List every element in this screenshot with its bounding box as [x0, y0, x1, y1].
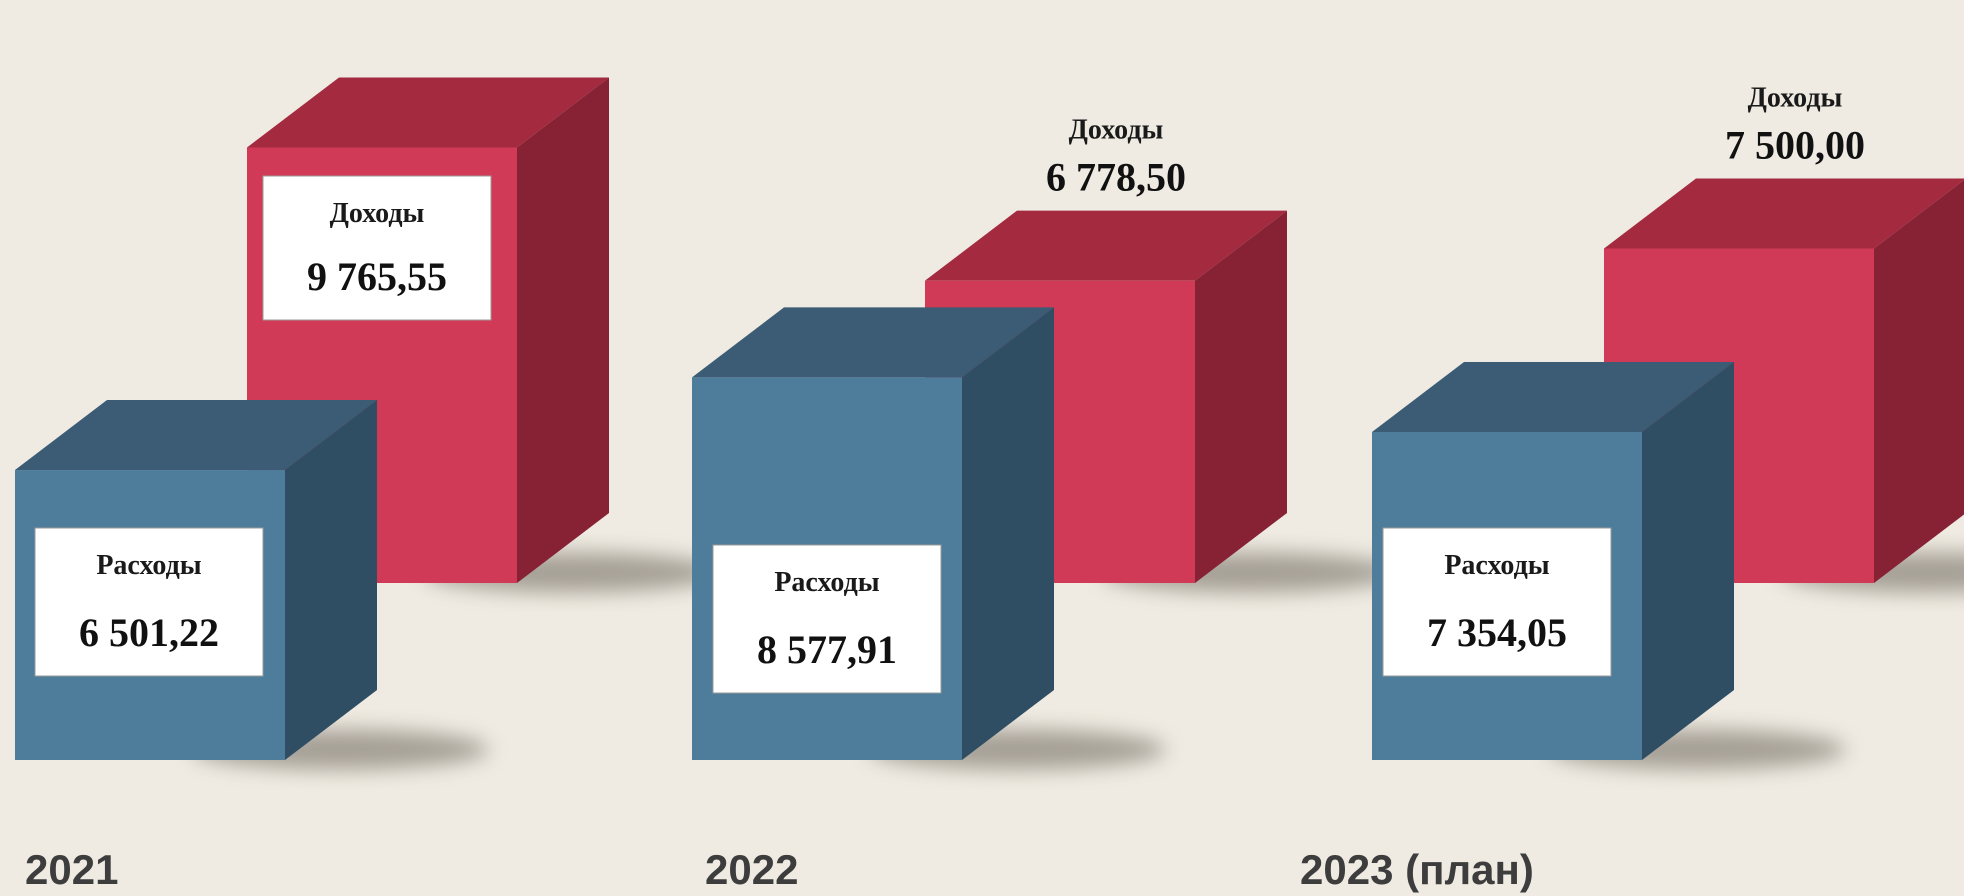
expense-bar-top-face: [1372, 362, 1734, 433]
income-bar-top-face: [1604, 178, 1964, 249]
expense-value-label: 7 354,05: [1427, 610, 1567, 655]
income-label-box: [262, 175, 492, 321]
category-label: 2022: [705, 846, 798, 893]
expense-bar-side-face: [285, 400, 377, 760]
income-bar-top-face: [247, 77, 609, 148]
income-bar-top-face: [925, 210, 1287, 281]
income-bar-side-face: [1195, 210, 1287, 583]
income-series-label: Доходы: [1748, 83, 1843, 114]
income-bar-side-face: [1874, 180, 1964, 583]
income-bar-side-face: [517, 77, 609, 583]
income-series-label: Доходы: [330, 198, 425, 229]
expense-bar-side-face: [1642, 362, 1734, 760]
category-label: 2021: [25, 846, 118, 893]
income-value-label: 6 778,50: [1046, 155, 1186, 200]
expense-label-box: [712, 544, 942, 694]
income-value-label: 9 765,55: [307, 254, 447, 299]
expense-bar-side-face: [962, 307, 1054, 760]
category-label: 2023 (план): [1300, 846, 1534, 893]
expense-series-label: Расходы: [1444, 550, 1549, 581]
expense-series-label: Расходы: [96, 550, 201, 581]
expense-series-label: Расходы: [774, 567, 879, 598]
income-value-label: 7 500,00: [1725, 123, 1865, 168]
income-series-label: Доходы: [1069, 115, 1164, 146]
expense-label-box: [1382, 527, 1612, 677]
expense-value-label: 6 501,22: [79, 610, 219, 655]
expense-value-label: 8 577,91: [757, 627, 897, 672]
expense-label-box: [34, 527, 264, 677]
expense-bar-top-face: [15, 400, 377, 471]
expense-bar-top-face: [692, 307, 1054, 378]
